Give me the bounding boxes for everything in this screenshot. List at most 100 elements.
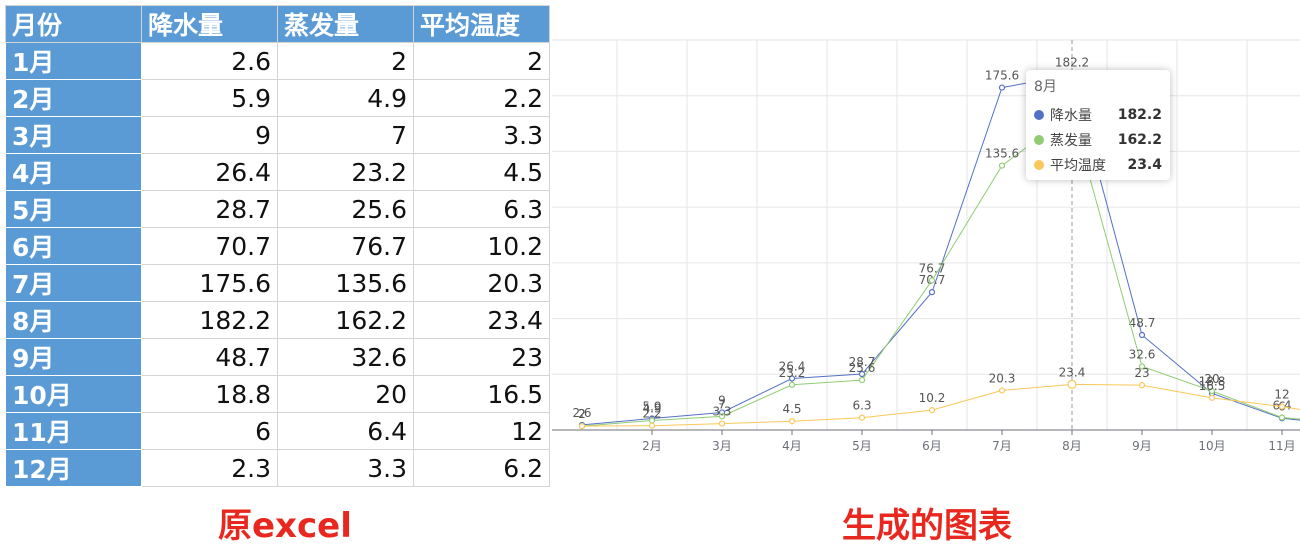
row-month-cell[interactable]: 6月 <box>5 227 142 265</box>
x-tick-label: 6月 <box>922 439 942 453</box>
table-row: 11月 6 6.4 12 <box>5 412 550 450</box>
table-cell[interactable]: 20 <box>277 375 414 413</box>
data-label: 175.6 <box>985 69 1019 83</box>
data-point <box>578 423 586 430</box>
data-point <box>928 289 936 296</box>
row-month-cell[interactable]: 1月 <box>5 42 142 80</box>
table-cell[interactable]: 25.6 <box>277 190 414 228</box>
row-month-cell[interactable]: 3月 <box>5 116 142 154</box>
table-cell[interactable]: 5.9 <box>141 79 278 117</box>
table-row: 9月 48.7 32.6 23 <box>5 338 550 376</box>
x-tick-label: 3月 <box>712 439 732 453</box>
table-row: 2月 5.9 4.9 2.2 <box>5 79 550 117</box>
data-label: 12 <box>1274 388 1289 402</box>
data-label: 4.5 <box>782 402 801 416</box>
row-month-cell[interactable]: 8月 <box>5 301 142 339</box>
table-row: 7月 175.6 135.6 20.3 <box>5 264 550 302</box>
table-cell[interactable]: 6.2 <box>413 449 550 487</box>
data-point <box>1138 331 1146 339</box>
line-chart: 2月3月4月5月6月7月8月9月10月11月12月2.65.9926.428.7… <box>552 39 1300 453</box>
data-label: 2.2 <box>642 407 661 421</box>
table-cell[interactable]: 23 <box>413 338 550 376</box>
data-point <box>858 376 866 384</box>
table-cell[interactable]: 3.3 <box>413 116 550 154</box>
table-cell[interactable]: 2.6 <box>141 42 278 80</box>
row-month-cell[interactable]: 2月 <box>5 79 142 117</box>
table-cell[interactable]: 23.2 <box>277 153 414 191</box>
data-point <box>858 414 866 421</box>
data-label: 2 <box>578 407 586 421</box>
legend-dot-icon <box>1034 159 1044 170</box>
data-point <box>928 407 936 414</box>
table-cell[interactable]: 6 <box>141 412 278 450</box>
data-label: 23 <box>1134 366 1149 380</box>
table-cell[interactable]: 9 <box>141 116 278 154</box>
legend-dot-icon <box>1034 134 1044 145</box>
table-cell[interactable]: 23.4 <box>413 301 550 339</box>
table-cell[interactable]: 6.3 <box>413 190 550 228</box>
table-row: 4月 26.4 23.2 4.5 <box>5 153 550 191</box>
data-point <box>998 162 1006 169</box>
table-cell[interactable]: 28.7 <box>141 190 278 228</box>
data-point <box>1067 379 1077 389</box>
row-month-cell[interactable]: 12月 <box>5 449 142 487</box>
data-label: 182.2 <box>1055 56 1089 70</box>
tooltip-series-name: 平均温度 <box>1050 157 1106 174</box>
table-cell[interactable]: 48.7 <box>141 338 278 376</box>
tooltip-title: 8月 <box>1034 79 1057 95</box>
data-point <box>788 381 796 388</box>
table-cell[interactable]: 2.2 <box>413 79 550 117</box>
table-cell[interactable]: 135.6 <box>277 264 414 302</box>
data-point <box>998 84 1006 91</box>
x-tick-label: 4月 <box>782 439 802 453</box>
table-cell[interactable]: 16.5 <box>413 375 550 413</box>
data-label: 48.7 <box>1129 316 1156 330</box>
data-point <box>1138 363 1146 370</box>
legend-dot-icon <box>1034 109 1044 120</box>
x-tick-label: 5月 <box>852 439 872 453</box>
table-cell[interactable]: 2 <box>413 42 550 80</box>
table-cell[interactable]: 2.3 <box>141 449 278 487</box>
data-label: 6.3 <box>852 399 871 413</box>
table-cell[interactable]: 3.3 <box>277 449 414 487</box>
data-point <box>718 413 726 420</box>
header-precipitation: 降水量 <box>141 5 278 43</box>
table-cell[interactable]: 12 <box>413 412 550 450</box>
tooltip-row: 蒸发量 162.2 <box>1034 127 1162 152</box>
table-cell[interactable]: 182.2 <box>141 301 278 339</box>
table-cell[interactable]: 76.7 <box>277 227 414 265</box>
table-row: 1月 2.6 2 2 <box>5 42 550 80</box>
tooltip-series-value: 23.4 <box>1127 156 1162 173</box>
data-label: 76.7 <box>919 261 946 275</box>
table-cell[interactable]: 10.2 <box>413 227 550 265</box>
row-month-cell[interactable]: 7月 <box>5 264 142 302</box>
row-month-cell[interactable]: 10月 <box>5 375 142 413</box>
data-label: 5.9 <box>642 399 661 413</box>
table-cell[interactable]: 2 <box>277 42 414 80</box>
data-point <box>648 422 656 429</box>
row-month-cell[interactable]: 4月 <box>5 153 142 191</box>
table-cell[interactable]: 20.3 <box>413 264 550 302</box>
data-label: 26.4 <box>779 360 806 374</box>
row-month-cell[interactable]: 5月 <box>5 190 142 228</box>
data-label: 10.2 <box>919 391 946 405</box>
row-month-cell[interactable]: 11月 <box>5 412 142 450</box>
data-label: 20.3 <box>989 371 1016 385</box>
table-cell[interactable]: 32.6 <box>277 338 414 376</box>
data-point <box>788 375 796 382</box>
data-label: 3.3 <box>712 405 731 419</box>
series-line <box>581 74 1300 426</box>
table-cell[interactable]: 4.5 <box>413 153 550 191</box>
table-cell[interactable]: 18.8 <box>141 375 278 413</box>
table-row: 3月 9 7 3.3 <box>5 116 550 154</box>
table-cell[interactable]: 4.9 <box>277 79 414 117</box>
table-cell[interactable]: 7 <box>277 116 414 154</box>
row-month-cell[interactable]: 9月 <box>5 338 142 376</box>
table-cell[interactable]: 162.2 <box>277 301 414 339</box>
data-label: 7 <box>718 397 726 411</box>
table-cell[interactable]: 175.6 <box>141 264 278 302</box>
table-cell[interactable]: 26.4 <box>141 153 278 191</box>
table-cell[interactable]: 6.4 <box>277 412 414 450</box>
table-cell[interactable]: 70.7 <box>141 227 278 265</box>
data-point <box>1278 403 1286 410</box>
